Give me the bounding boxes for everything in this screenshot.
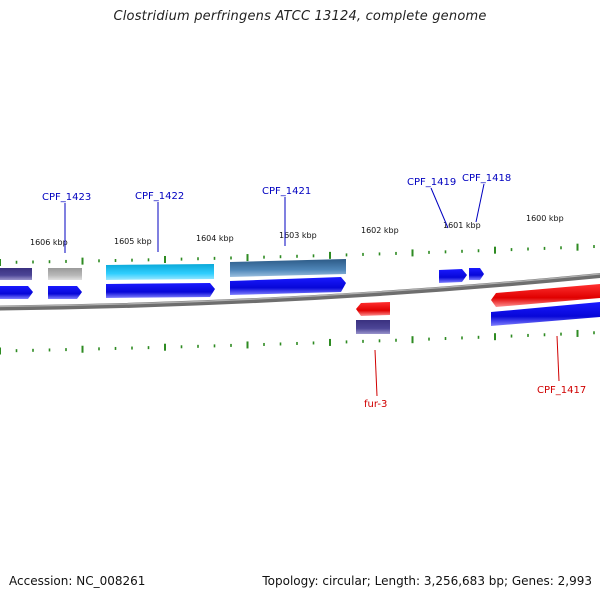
gene-block bbox=[106, 264, 214, 280]
gene-label: CPF_1423 bbox=[42, 192, 91, 203]
outer-ticks bbox=[0, 243, 595, 266]
gene-arrow bbox=[230, 277, 346, 295]
genome-backbone-highlight bbox=[0, 273, 600, 308]
gene-arrow bbox=[439, 269, 467, 283]
gene-block bbox=[0, 268, 32, 280]
kbp-label: 1606 kbp bbox=[30, 238, 68, 247]
gene-arrow bbox=[0, 286, 33, 299]
kbp-label: 1602 kbp bbox=[361, 226, 399, 235]
gene-label: CPF_1418 bbox=[462, 173, 511, 184]
gene-label: CPF_1421 bbox=[262, 186, 311, 197]
gene-block bbox=[230, 259, 346, 277]
kbp-label: 1604 kbp bbox=[196, 234, 234, 243]
accession-text: Accession: NC_008261 bbox=[9, 574, 146, 588]
kbp-scale: 1606 kbp 1605 kbp 1604 kbp 1603 kbp 1602… bbox=[30, 214, 564, 247]
inner-ticks bbox=[0, 329, 595, 355]
forward-leader-lines bbox=[64, 183, 485, 253]
gene-arrow bbox=[48, 286, 82, 299]
gene-label: CPF_1419 bbox=[407, 177, 456, 188]
gene-arrow bbox=[356, 302, 390, 316]
gene-block bbox=[48, 268, 82, 280]
gene-arrow bbox=[491, 284, 600, 307]
genome-backbone bbox=[0, 272, 600, 311]
kbp-label: 1603 kbp bbox=[279, 231, 317, 240]
kbp-label: 1600 kbp bbox=[526, 214, 564, 223]
gene-label: CPF_1422 bbox=[135, 191, 184, 202]
map-title: Clostridium perfringens ATCC 13124, comp… bbox=[113, 9, 487, 24]
reverse-leader-lines bbox=[374, 335, 560, 397]
gene-arrow bbox=[469, 268, 484, 280]
gene-block bbox=[491, 302, 600, 326]
gene-label: fur-3 bbox=[364, 399, 387, 410]
kbp-label: 1601 kbp bbox=[443, 221, 481, 230]
gene-block bbox=[356, 320, 390, 334]
gene-arrow bbox=[106, 283, 215, 298]
kbp-label: 1605 kbp bbox=[114, 237, 152, 246]
gene-label: CPF_1417 bbox=[537, 385, 586, 396]
topology-text: Topology: circular; Length: 3,256,683 bp… bbox=[262, 574, 592, 588]
